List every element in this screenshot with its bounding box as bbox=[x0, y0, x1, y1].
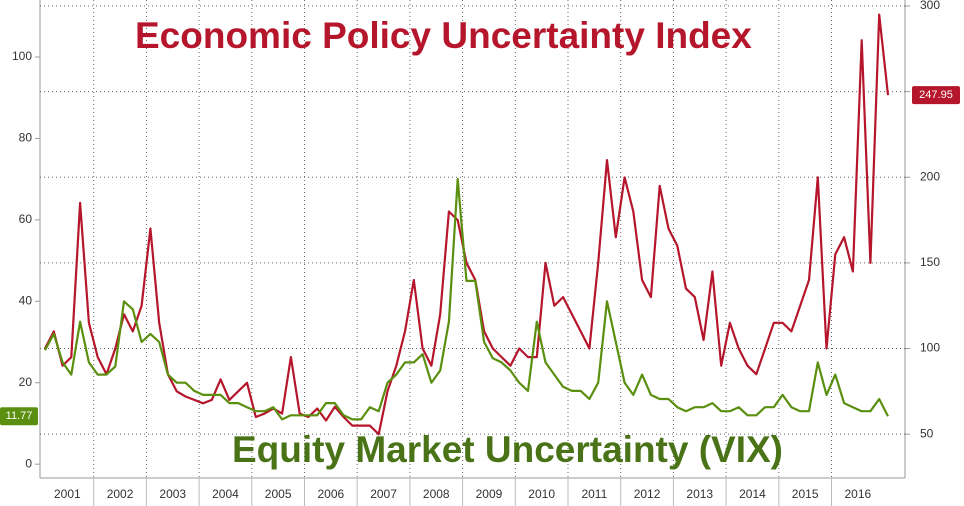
x-tick-label: 2012 bbox=[634, 487, 661, 501]
y2-tick-label: 200 bbox=[920, 169, 940, 183]
last-value-box bbox=[0, 407, 38, 426]
y2-tick-label: 100 bbox=[920, 341, 940, 355]
y-tick-label: 60 bbox=[19, 212, 33, 226]
y2-tick-label: 50 bbox=[920, 426, 934, 440]
x-tick-label: 2016 bbox=[844, 487, 871, 501]
legend-label: Economic Policy Uncertainty Index bbox=[135, 15, 752, 56]
x-tick-label: 2006 bbox=[317, 487, 344, 501]
x-tick-label: 2014 bbox=[739, 487, 766, 501]
x-tick-label: 2002 bbox=[107, 487, 134, 501]
last-value-label: 11.77 bbox=[6, 410, 33, 422]
last-value-label: 247.95 bbox=[919, 89, 953, 101]
y-tick-label: 20 bbox=[19, 375, 33, 389]
y2-tick-label: 300 bbox=[920, 0, 940, 12]
y-tick-label: 100 bbox=[12, 49, 32, 63]
x-tick-label: 2007 bbox=[370, 487, 397, 501]
x-tick-label: 2008 bbox=[423, 487, 450, 501]
x-tick-label: 2009 bbox=[476, 487, 503, 501]
x-tick-label: 2011 bbox=[581, 487, 607, 501]
x-tick-label: 2010 bbox=[528, 487, 555, 501]
y2-tick-label: 150 bbox=[920, 255, 940, 269]
y-tick-label: 40 bbox=[19, 293, 33, 307]
line-series bbox=[44, 13, 890, 436]
last-value-box bbox=[912, 86, 960, 105]
legend-label: Equity Market Uncertainty (VIX) bbox=[232, 429, 783, 470]
x-tick-label: 2005 bbox=[265, 487, 292, 501]
line-series bbox=[44, 178, 889, 421]
y-tick-label: 80 bbox=[19, 131, 33, 145]
x-tick-label: 2004 bbox=[212, 487, 239, 501]
x-tick-label: 2003 bbox=[159, 487, 186, 501]
x-tick-label: 2013 bbox=[686, 487, 713, 501]
x-tick-label: 2001 bbox=[54, 487, 81, 501]
x-tick-label: 2015 bbox=[792, 487, 819, 501]
y-tick-label: 0 bbox=[25, 456, 32, 470]
